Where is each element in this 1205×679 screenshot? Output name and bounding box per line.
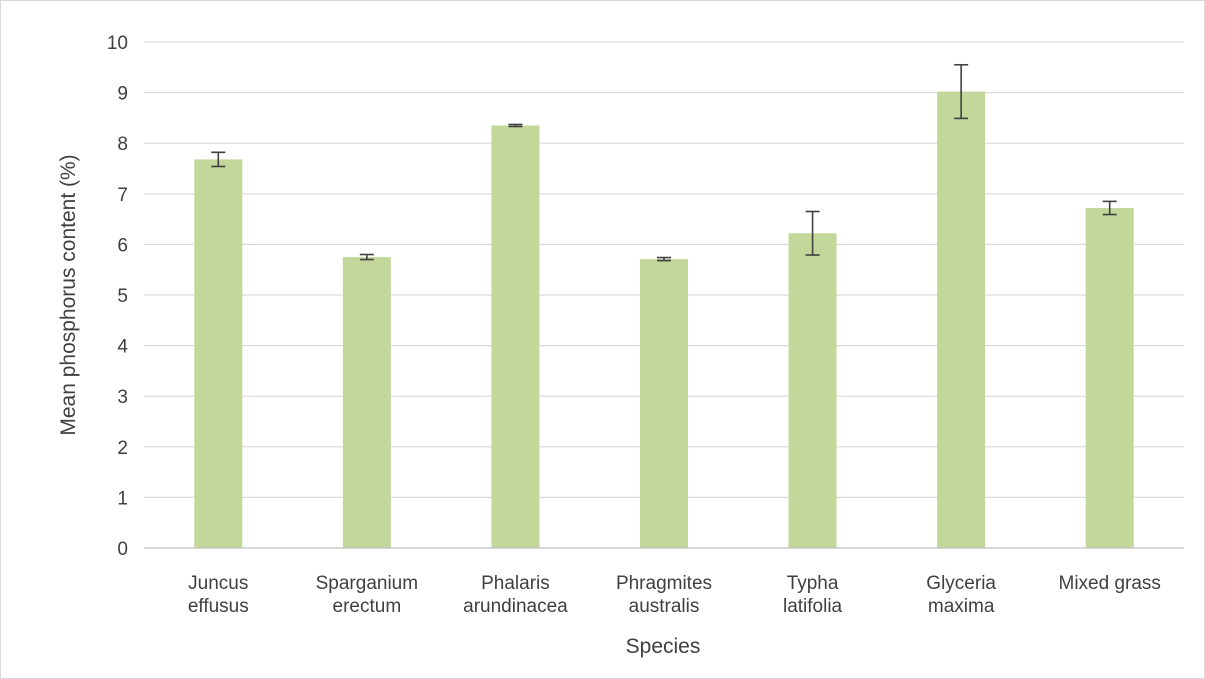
y-tick-label: 0 — [117, 539, 128, 560]
x-tick-label: Glyceria maxima — [926, 573, 996, 617]
x-tick-label: Juncus effusus — [188, 573, 249, 617]
bar — [788, 233, 837, 548]
bars — [194, 91, 1134, 549]
x-tick-label-line: erectum — [333, 596, 402, 617]
y-tick-label: 9 — [117, 84, 128, 105]
y-tick-label: 2 — [117, 438, 128, 459]
y-tick-labels: 0 1 2 3 4 5 6 7 8 9 10 — [107, 33, 129, 560]
y-tick-label: 10 — [107, 33, 128, 54]
bar — [937, 91, 986, 548]
x-tick-label-line: Phragmites — [616, 573, 712, 594]
y-tick-label: 6 — [117, 235, 128, 256]
x-tick-label: Typha latifolia — [783, 573, 843, 617]
x-tick-label-line: effusus — [188, 596, 249, 617]
x-tick-label-line: Mixed grass — [1059, 573, 1161, 594]
y-tick-label: 7 — [117, 185, 128, 206]
y-tick-label: 8 — [117, 134, 128, 155]
x-tick-label-line: maxima — [928, 596, 995, 617]
x-tick-label: Phalaris arundinacea — [463, 573, 568, 617]
bar — [491, 125, 540, 549]
x-tick-label-line: Phalaris — [481, 573, 550, 594]
y-tick-label: 5 — [117, 286, 128, 307]
x-tick-label-line: Typha — [787, 573, 839, 594]
x-tick-label: Mixed grass — [1059, 573, 1161, 594]
x-tick-label-line: Glyceria — [926, 573, 996, 594]
x-tick-label: Phragmites australis — [616, 573, 712, 617]
x-tick-label-line: latifolia — [783, 596, 843, 617]
bar — [640, 259, 688, 548]
bar — [342, 257, 391, 548]
y-axis-title: Mean phosphorus content (%) — [57, 154, 80, 435]
y-tick-label: 4 — [117, 337, 128, 358]
x-tick-label-line: arundinacea — [463, 596, 568, 617]
x-tick-labels: Juncus effusus Sparganium erectum Phalaris ar… — [188, 573, 1161, 617]
x-tick-label: Sparganium erectum — [316, 573, 418, 617]
bar — [1085, 207, 1134, 548]
x-tick-label-line: australis — [629, 596, 700, 617]
x-tick-label-line: Sparganium — [316, 573, 418, 594]
error-bars — [211, 63, 1117, 262]
x-axis-title: Species — [626, 635, 701, 658]
y-tick-label: 3 — [117, 387, 128, 408]
x-tick-label-line: Juncus — [188, 573, 248, 594]
y-tick-label: 1 — [117, 488, 128, 509]
bar — [194, 159, 243, 548]
